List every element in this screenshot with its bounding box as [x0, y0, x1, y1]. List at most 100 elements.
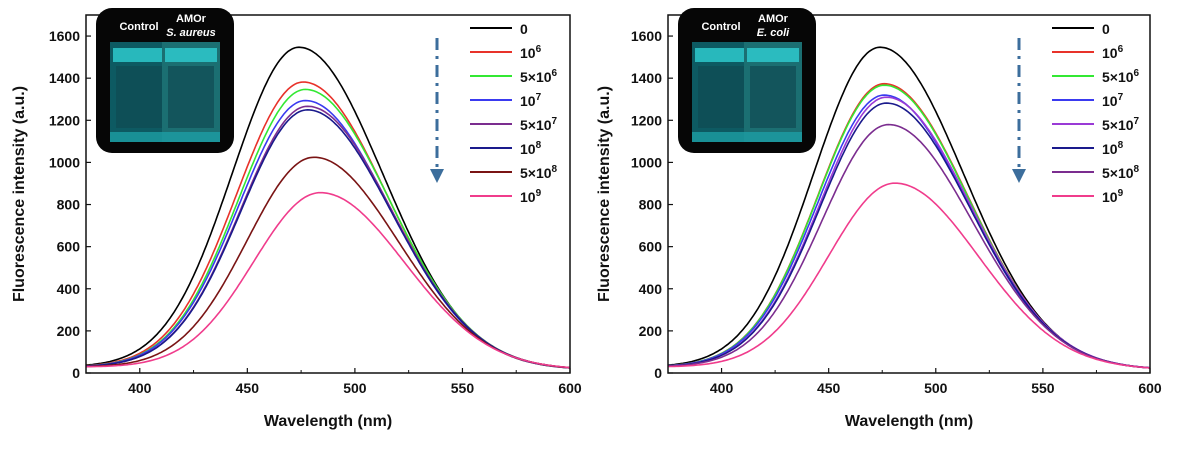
legend-label-4: 107: [520, 92, 542, 109]
inset-cuvette-left-base: [692, 132, 750, 142]
y-tick-label: 0: [72, 365, 80, 381]
legend-exponent: 9: [536, 188, 542, 199]
plot-frame: [85, 14, 571, 374]
y-tick-label: 400: [57, 281, 81, 297]
legend-label-7: 5×108: [1102, 164, 1140, 181]
legend-base: 10: [1102, 141, 1118, 157]
trend-arrow-head: [430, 169, 444, 183]
inset-cuvette-left-body: [698, 66, 744, 128]
y-tick-label: 600: [57, 239, 81, 255]
inset-cuvette-right-base: [162, 132, 220, 142]
y-tick-label: 1600: [49, 28, 80, 44]
y-tick-label: 800: [57, 197, 81, 213]
legend-exponent: 6: [552, 68, 558, 79]
legend-label-8: 109: [520, 188, 542, 205]
legend-base: 10: [520, 93, 536, 109]
legend-label-5: 5×107: [1102, 116, 1140, 133]
legend-exponent: 6: [1134, 68, 1140, 79]
legend-label-8: 109: [1102, 188, 1124, 205]
y-tick-label: 1400: [49, 70, 80, 86]
x-tick-label: 550: [1031, 380, 1055, 396]
legend-exponent: 8: [1134, 164, 1140, 175]
legend-exponent: 7: [536, 92, 542, 103]
x-tick-label: 500: [924, 380, 948, 396]
y-tick-label: 1000: [631, 154, 662, 170]
y-tick-label: 800: [639, 197, 663, 213]
plot-frame: [667, 14, 1151, 374]
legend-base: 5×10: [520, 117, 552, 133]
inset-cuvette-left-base: [110, 132, 168, 142]
x-axis-label: Wavelength (nm): [845, 413, 973, 430]
legend-base: 10: [1102, 189, 1118, 205]
y-tick-label: 600: [639, 239, 663, 255]
x-tick-label: 500: [343, 380, 367, 396]
legend-base: 5×10: [1102, 165, 1134, 181]
legend-exponent: 8: [552, 164, 558, 175]
legend-base: 10: [520, 141, 536, 157]
legend-label-2: 106: [1102, 44, 1124, 61]
legend-base: 10: [520, 45, 536, 61]
inset-cuvette-left-glow-top: [113, 48, 165, 62]
legend-base: 0: [1102, 21, 1110, 37]
legend-base: 5×10: [1102, 117, 1134, 133]
legend-label-5: 5×107: [520, 116, 558, 133]
series-line-7: [668, 123, 1150, 369]
legend-label-1: 0: [520, 21, 528, 37]
inset-cuvette-right-body: [168, 66, 214, 128]
inset-cuvette-right-glow-top: [165, 48, 217, 62]
legend-exponent: 8: [1118, 140, 1124, 151]
legend-exponent: 7: [1118, 92, 1124, 103]
legend-base: 5×10: [520, 69, 552, 85]
legend-base: 5×10: [520, 165, 552, 181]
y-axis-label: Fluorescence intensity (a.u.): [11, 86, 28, 302]
y-tick-label: 1400: [631, 70, 662, 86]
chart-panel-2: 0 200 400 600 800 1000 1200 1400 1600 400 450 500 55…: [596, 8, 1162, 430]
y-tick-label: 1000: [49, 154, 80, 170]
legend-exponent: 6: [1118, 44, 1124, 55]
x-tick-label: 450: [817, 380, 841, 396]
inset-cuvette-right-base: [744, 132, 802, 142]
legend-label-6: 108: [520, 140, 542, 157]
legend-exponent: 6: [536, 44, 542, 55]
legend-base: 5×10: [1102, 69, 1134, 85]
y-tick-label: 400: [639, 281, 663, 297]
inset-label-control: Control: [701, 21, 740, 33]
chart-panel-1: 0 200 400 600 800 1000 1200 1400 1600 400 450 500 55…: [11, 8, 582, 430]
inset-label-control: Control: [119, 21, 158, 33]
inset-label-amor: AMOr: [176, 13, 207, 25]
trend-arrow-head: [1012, 169, 1026, 183]
y-tick-label: 1600: [631, 28, 662, 44]
x-tick-label: 600: [558, 380, 582, 396]
y-tick-label: 200: [57, 323, 81, 339]
legend-exponent: 9: [1118, 188, 1124, 199]
series-line-7: [86, 156, 570, 369]
legend-label-6: 108: [1102, 140, 1124, 157]
inset-cuvette-right-glow-top: [747, 48, 799, 62]
legend-label-3: 5×106: [1102, 68, 1140, 85]
legend-label-1: 0: [1102, 21, 1110, 37]
x-tick-label: 550: [451, 380, 475, 396]
inset-label-organism: S. aureus: [166, 27, 216, 39]
legend-exponent: 8: [536, 140, 542, 151]
y-tick-label: 1200: [49, 112, 80, 128]
legend-label-3: 5×106: [520, 68, 558, 85]
inset-label-amor: AMOr: [758, 13, 789, 25]
legend-label-7: 5×108: [520, 164, 558, 181]
inset-cuvette-right-body: [750, 66, 796, 128]
inset-label-organism: E. coli: [757, 27, 790, 39]
y-tick-label: 1200: [631, 112, 662, 128]
inset-cuvette-left-glow-top: [695, 48, 747, 62]
x-tick-label: 600: [1138, 380, 1162, 396]
legend-label-2: 106: [520, 44, 542, 61]
legend-exponent: 7: [1134, 116, 1140, 127]
legend-base: 0: [520, 21, 528, 37]
series-line-6: [86, 108, 570, 369]
legend-base: 10: [1102, 93, 1118, 109]
inset-cuvette-left-body: [116, 66, 162, 128]
x-axis-label: Wavelength (nm): [264, 413, 392, 430]
y-tick-label: 0: [654, 365, 662, 381]
series-line-8: [86, 191, 570, 369]
x-tick-label: 400: [128, 380, 152, 396]
y-axis-label: Fluorescence intensity (a.u.): [596, 86, 613, 302]
